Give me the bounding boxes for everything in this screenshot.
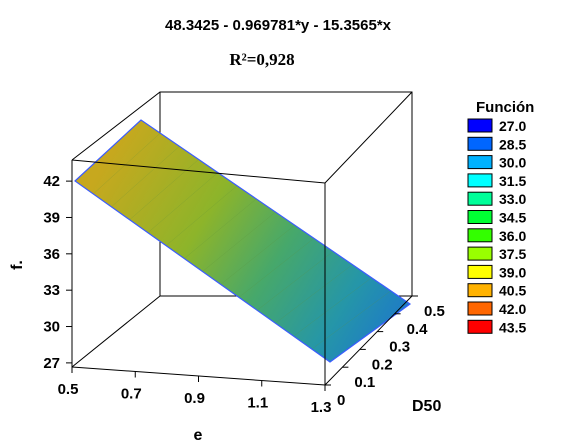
x-tick-label: 0.7 xyxy=(121,386,142,403)
legend-label: 34.5 xyxy=(499,210,526,226)
y-tick-label: 0.4 xyxy=(407,321,429,338)
x-axis: 0.5 0.7 0.9 1.1 1.3 xyxy=(58,367,332,416)
legend-swatch xyxy=(467,191,493,206)
z-tick-label: 30 xyxy=(43,319,60,336)
y-tick-label: 0.3 xyxy=(389,339,410,356)
surface-mesh-line xyxy=(275,264,353,324)
legend-swatch xyxy=(467,118,493,133)
legend-label: 43.5 xyxy=(499,319,526,335)
legend-label: 33.0 xyxy=(499,191,526,207)
z-tick-label: 36 xyxy=(43,246,60,263)
surface-mesh-line xyxy=(202,211,276,272)
x-axis-label: e xyxy=(194,427,203,444)
legend-swatch xyxy=(467,228,493,243)
z-tick-label: 39 xyxy=(43,209,60,226)
legend-swatch xyxy=(467,301,493,316)
y-tick-label: 0 xyxy=(337,392,345,409)
surface-mesh-line xyxy=(184,198,257,259)
legend-label: 28.5 xyxy=(499,136,526,152)
surface-mesh-line xyxy=(93,132,161,195)
legend-swatch xyxy=(467,246,493,261)
legend-label: 31.5 xyxy=(499,173,526,189)
legend-label: 27.0 xyxy=(499,118,526,134)
x-tick-label: 1.3 xyxy=(311,399,332,416)
surface-group xyxy=(74,119,412,363)
surface-plane xyxy=(74,119,412,363)
legend: Función 27.0 28.5 30.0 31.5 33.0 34.5 36.0 37.5… xyxy=(467,99,534,335)
legend-title: Función xyxy=(476,99,534,116)
legend-swatch xyxy=(467,264,493,279)
legend-label: 37.5 xyxy=(499,246,526,262)
x-tick-label: 1.1 xyxy=(247,395,268,412)
y-axis: 0 0.10.20.30.40.5 xyxy=(325,295,445,409)
legend-label: 40.5 xyxy=(499,283,526,299)
legend-swatch xyxy=(467,136,493,151)
legend-label: 39.0 xyxy=(499,264,526,280)
legend-label: 42.0 xyxy=(499,301,526,317)
surface-mesh-line xyxy=(129,159,199,220)
y-tick-label: 0.5 xyxy=(424,303,445,320)
y-tick-label: 0.2 xyxy=(372,356,393,373)
z-axis-label: f. xyxy=(9,260,26,270)
surface-mesh-line xyxy=(293,277,372,337)
z-tick-label: 42 xyxy=(43,173,60,190)
y-axis-label: D50 xyxy=(412,398,441,415)
legend-swatch xyxy=(467,173,493,188)
legend-swatch xyxy=(467,319,493,334)
surface-mesh-line xyxy=(165,185,238,246)
surface-mesh-line xyxy=(147,172,219,233)
x-tick-label: 0.5 xyxy=(58,381,79,398)
legend-swatch xyxy=(467,155,493,170)
z-tick-label: 33 xyxy=(43,282,60,299)
legend-items: 27.0 28.5 30.0 31.5 33.0 34.5 36.0 37.5 39.0 40.5… xyxy=(467,118,526,335)
surface-mesh-line xyxy=(220,224,295,285)
surface-mesh-line xyxy=(256,251,334,311)
box-back-edges xyxy=(71,91,413,296)
z-tick-label: 27 xyxy=(43,355,60,372)
x-tick-label: 0.9 xyxy=(184,390,205,407)
legend-swatch xyxy=(467,283,493,298)
chart-title: 48.3425 - 0.969781*y - 15.3565*x xyxy=(165,17,392,34)
legend-label: 36.0 xyxy=(499,228,526,244)
legend-swatch xyxy=(467,210,493,224)
y-tick-label: 0.1 xyxy=(354,374,375,391)
surface-mesh-line xyxy=(111,146,180,208)
legend-label: 30.0 xyxy=(499,155,526,171)
surface-mesh-line xyxy=(238,238,315,298)
surface-mesh xyxy=(93,132,391,350)
r-squared-label: R²=0,928 xyxy=(229,50,294,69)
z-axis: 27 30 33 36 39 42 xyxy=(43,173,72,372)
